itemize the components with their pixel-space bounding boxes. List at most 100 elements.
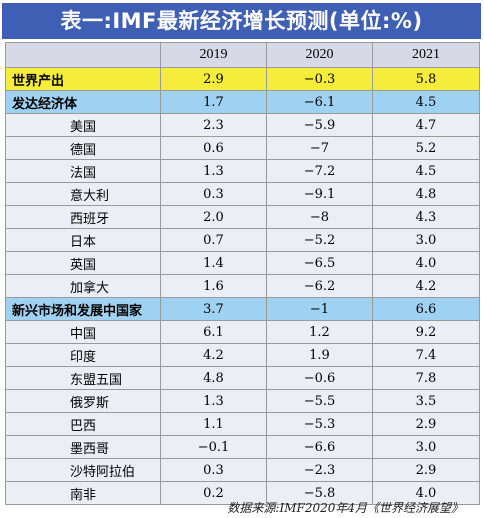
value-cell: 1.2 [266,320,373,344]
value-cell: 3.5 [372,389,480,413]
value-cell: −6.5 [266,251,373,275]
value-cell: 2.3 [160,113,267,137]
value-cell: −8 [266,205,373,229]
value-cell: 3.0 [372,228,480,252]
value-cell: 1.9 [266,343,373,367]
value-cell: 4.8 [372,182,480,206]
value-cell: −9.1 [266,182,373,206]
table-title: 表一:IMF最新经济增长预测(单位:%) [2,3,481,39]
row-label: 英国 [5,251,161,275]
value-cell: 3.7 [160,297,267,321]
value-cell: 0.3 [160,458,267,482]
table-row: 印度 4.2 1.9 7.4 [5,343,480,367]
value-cell: 5.2 [372,136,480,160]
table-row: 加拿大 1.6 −6.2 4.2 [5,274,480,298]
value-cell: −5.3 [266,412,373,436]
row-label: 西班牙 [5,205,161,229]
table-row: 沙特阿拉伯 0.3 −2.3 2.9 [5,458,480,482]
table-row: 中国 6.1 1.2 9.2 [5,320,480,344]
value-cell: 1.6 [160,274,267,298]
header-year: 2020 [266,42,373,68]
value-cell: −7 [266,136,373,160]
table-row: 南非 0.2 −5.8 4.0 [5,481,480,505]
value-cell: 0.3 [160,182,267,206]
table-card: 表一:IMF最新经济增长预测(单位:%) 2019 2020 2021 世界产出… [2,3,481,515]
header-year: 2019 [160,42,267,68]
value-cell: −2.3 [266,458,373,482]
row-label: 俄罗斯 [5,389,161,413]
value-cell: 2.0 [160,205,267,229]
value-cell: 2.9 [372,458,480,482]
table-row: 巴西 1.1 −5.3 2.9 [5,412,480,436]
value-cell: 1.1 [160,412,267,436]
table-row: 墨西哥 −0.1 −6.6 3.0 [5,435,480,459]
table-row: 日本 0.7 −5.2 3.0 [5,228,480,252]
row-label: 美国 [5,113,161,137]
value-cell: 1.4 [160,251,267,275]
row-label: 南非 [5,481,161,505]
value-cell: 1.3 [160,159,267,183]
header-year: 2021 [372,42,480,68]
value-cell: 2.9 [372,412,480,436]
value-cell: 4.5 [372,159,480,183]
table-row: 发达经济体 1.7 −6.1 4.5 [5,90,480,114]
row-label: 巴西 [5,412,161,436]
table-row: 俄罗斯 1.3 −5.5 3.5 [5,389,480,413]
value-cell: 1.7 [160,90,267,114]
value-cell: −6.1 [266,90,373,114]
value-cell: 7.8 [372,366,480,390]
table-row: 德国 0.6 −7 5.2 [5,136,480,160]
table-row: 美国 2.3 −5.9 4.7 [5,113,480,137]
value-cell: 0.2 [160,481,267,505]
value-cell: 7.4 [372,343,480,367]
value-cell: −0.3 [266,67,373,91]
table-row: 英国 1.4 −6.5 4.0 [5,251,480,275]
value-cell: 0.7 [160,228,267,252]
value-cell: 4.0 [372,481,480,505]
table-row: 西班牙 2.0 −8 4.3 [5,205,480,229]
header-row: 2019 2020 2021 [5,42,480,68]
value-cell: 0.6 [160,136,267,160]
table-row: 世界产出 2.9 −0.3 5.8 [5,67,480,91]
value-cell: 4.8 [160,366,267,390]
table-row: 法国 1.3 −7.2 4.5 [5,159,480,183]
value-cell: 4.0 [372,251,480,275]
value-cell: 4.2 [160,343,267,367]
row-label: 意大利 [5,182,161,206]
header-blank [5,42,161,68]
source-note: 数据来源:IMF2020年4月《世界经济展望》 [227,501,463,515]
value-cell: 4.5 [372,90,480,114]
row-label: 新兴市场和发展中国家 [5,297,161,321]
row-label: 日本 [5,228,161,252]
row-label: 发达经济体 [5,90,161,114]
table-row: 意大利 0.3 −9.1 4.8 [5,182,480,206]
value-cell: 5.8 [372,67,480,91]
value-cell: −5.2 [266,228,373,252]
table-row: 东盟五国 4.8 −0.6 7.8 [5,366,480,390]
value-cell: 1.3 [160,389,267,413]
value-cell: 4.3 [372,205,480,229]
value-cell: −7.2 [266,159,373,183]
value-cell: −5.9 [266,113,373,137]
value-cell: 6.6 [372,297,480,321]
row-label: 中国 [5,320,161,344]
value-cell: −1 [266,297,373,321]
row-label: 沙特阿拉伯 [5,458,161,482]
value-cell: −6.6 [266,435,373,459]
value-cell: −6.2 [266,274,373,298]
row-label: 东盟五国 [5,366,161,390]
row-label: 印度 [5,343,161,367]
row-label: 法国 [5,159,161,183]
row-label: 加拿大 [5,274,161,298]
value-cell: −5.5 [266,389,373,413]
value-cell: 6.1 [160,320,267,344]
value-cell: 3.0 [372,435,480,459]
forecast-table: 2019 2020 2021 世界产出 2.9 −0.3 5.8 发达经济体 1.7 −6.… [5,42,480,505]
table-row: 新兴市场和发展中国家 3.7 −1 6.6 [5,297,480,321]
value-cell: −0.6 [266,366,373,390]
value-cell: −0.1 [160,435,267,459]
value-cell: 4.2 [372,274,480,298]
value-cell: 9.2 [372,320,480,344]
value-cell: 2.9 [160,67,267,91]
value-cell: 4.7 [372,113,480,137]
